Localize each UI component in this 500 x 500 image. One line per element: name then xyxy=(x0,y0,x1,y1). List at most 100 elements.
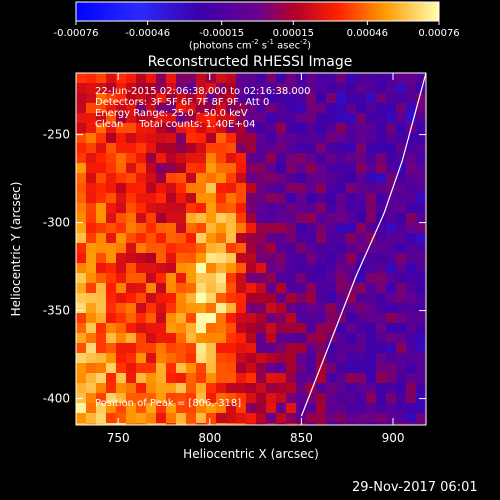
heatmap-cell xyxy=(336,413,347,424)
heatmap-cell xyxy=(296,283,307,294)
heatmap-cell xyxy=(266,93,277,104)
heatmap-cell xyxy=(386,143,397,154)
heatmap-cell xyxy=(346,73,357,84)
heatmap-cell xyxy=(306,173,317,184)
colorbar-tick-label: -0.00046 xyxy=(125,28,170,39)
heatmap-cell xyxy=(276,233,287,244)
heatmap-cell xyxy=(366,173,377,184)
heatmap-cell xyxy=(166,283,177,294)
heatmap-cell xyxy=(356,183,367,194)
heatmap-cell xyxy=(316,403,327,414)
heatmap-cell xyxy=(76,273,87,284)
heatmap-cell xyxy=(296,323,307,334)
heatmap-cell xyxy=(196,373,207,384)
heatmap-cell xyxy=(236,363,247,374)
heatmap-cell xyxy=(386,393,397,404)
heatmap-cell xyxy=(266,113,277,124)
heatmap-cell xyxy=(156,333,167,344)
heatmap-cell xyxy=(226,323,237,334)
heatmap-cell xyxy=(256,333,267,344)
heatmap-cell xyxy=(86,163,97,174)
heatmap-cell xyxy=(186,273,197,284)
heatmap-cell xyxy=(336,153,347,164)
heatmap-cell xyxy=(386,113,397,124)
heatmap-cell xyxy=(366,323,377,334)
heatmap-cell xyxy=(356,363,367,374)
x-tick-label: 900 xyxy=(382,431,405,445)
heatmap-cell xyxy=(76,223,87,234)
heatmap-cell xyxy=(296,223,307,234)
heatmap-cell xyxy=(196,103,207,114)
heatmap-cell xyxy=(416,323,426,334)
heatmap-cell xyxy=(326,103,337,114)
heatmap-cell xyxy=(236,193,247,204)
heatmap-cell xyxy=(246,323,257,334)
heatmap-cell xyxy=(76,313,87,324)
heatmap-cell xyxy=(376,173,387,184)
heatmap-cell xyxy=(416,353,426,364)
heatmap-cell xyxy=(166,373,177,384)
heatmap-cell xyxy=(386,343,397,354)
heatmap-cell xyxy=(306,323,317,334)
heatmap-cell xyxy=(306,183,317,194)
heatmap-cell xyxy=(186,203,197,214)
heatmap-cell xyxy=(406,203,417,214)
heatmap-cell xyxy=(336,323,347,334)
heatmap-cell xyxy=(286,353,297,364)
heatmap-cell xyxy=(366,253,377,264)
heatmap-cell xyxy=(186,253,197,264)
heatmap-cell xyxy=(376,353,387,364)
heatmap-cell xyxy=(196,153,207,164)
heatmap-cell xyxy=(196,213,207,224)
heatmap-cell xyxy=(266,333,277,344)
heatmap-cell xyxy=(256,343,267,354)
heatmap-cell xyxy=(166,93,177,104)
heatmap-cell xyxy=(326,213,337,224)
heatmap-cell xyxy=(366,393,377,404)
heatmap-cell xyxy=(326,83,337,94)
heatmap-cell xyxy=(366,183,377,194)
heatmap-cell xyxy=(416,123,426,134)
heatmap-cell xyxy=(136,93,147,104)
heatmap-cell xyxy=(176,333,187,344)
heatmap-cell xyxy=(306,273,317,284)
heatmap-cell xyxy=(136,233,147,244)
heatmap-cell xyxy=(186,153,197,164)
heatmap-cell xyxy=(286,143,297,154)
heatmap-cell xyxy=(216,263,227,274)
heatmap-cell xyxy=(296,363,307,374)
heatmap-cell xyxy=(376,233,387,244)
heatmap-cell xyxy=(396,243,407,254)
heatmap-cell xyxy=(366,143,377,154)
heatmap-cell xyxy=(236,243,247,254)
heatmap-cell xyxy=(276,273,287,284)
heatmap-cell xyxy=(116,213,127,224)
heatmap-cell xyxy=(206,73,217,84)
heatmap-cell xyxy=(356,253,367,264)
heatmap-cell xyxy=(356,103,367,114)
heatmap-cell xyxy=(216,153,227,164)
heatmap-cell xyxy=(236,293,247,304)
heatmap-cell xyxy=(236,233,247,244)
heatmap-cell xyxy=(386,73,397,84)
heatmap-cell xyxy=(336,73,347,84)
heatmap-cell xyxy=(166,253,177,264)
heatmap-cell xyxy=(196,253,207,264)
heatmap-cell xyxy=(366,303,377,314)
heatmap-cell xyxy=(266,413,277,424)
heatmap-cell xyxy=(386,353,397,364)
heatmap-cell xyxy=(146,163,157,174)
heatmap-cell xyxy=(76,143,87,154)
heatmap-cell xyxy=(396,383,407,394)
heatmap-cell xyxy=(216,93,227,104)
heatmap-cell xyxy=(306,73,317,84)
heatmap-cell xyxy=(366,123,377,134)
heatmap-cell xyxy=(86,343,97,354)
heatmap-cell xyxy=(276,323,287,334)
heatmap-cell xyxy=(266,153,277,164)
heatmap-cell xyxy=(76,183,87,194)
heatmap-cell xyxy=(256,153,267,164)
heatmap-cell xyxy=(336,163,347,174)
heatmap-cell xyxy=(406,233,417,244)
heatmap-cell xyxy=(116,203,127,214)
